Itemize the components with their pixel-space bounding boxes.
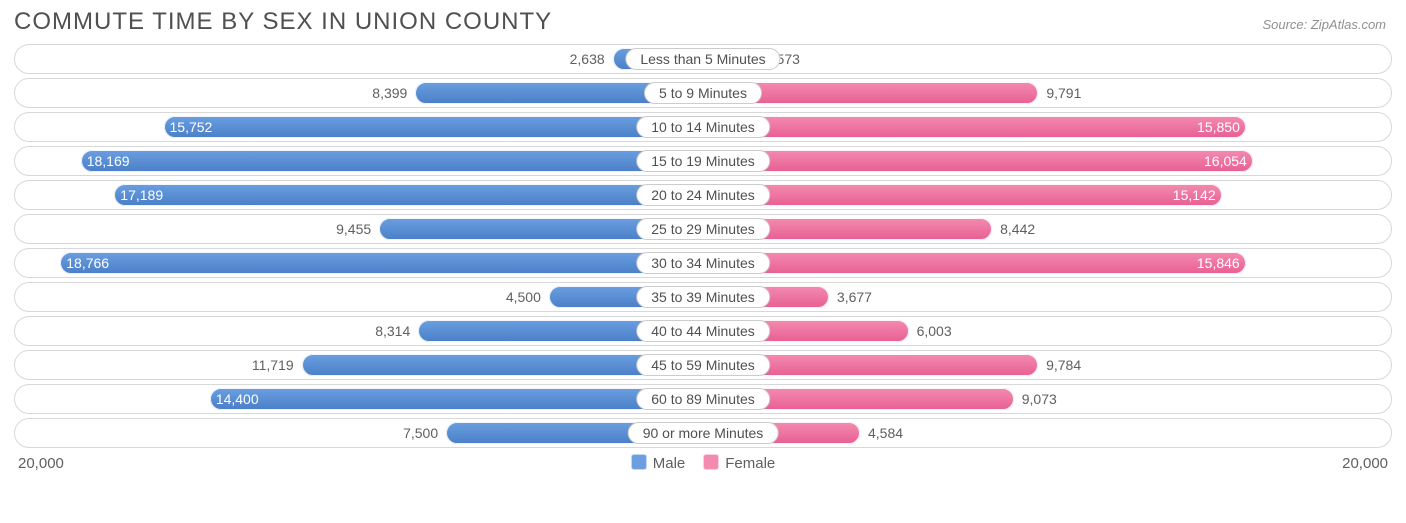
male-half: 9,455 [18, 218, 703, 240]
legend-male-label: Male [653, 455, 686, 472]
chart-source: Source: ZipAtlas.com [1262, 17, 1386, 32]
chart-row: 8,314 6,003 40 to 44 Minutes [14, 316, 1392, 346]
male-value: 14,400 [216, 391, 259, 407]
male-swatch [631, 454, 647, 470]
category-label: 5 to 9 Minutes [644, 82, 762, 104]
female-bar: 15,846 [703, 252, 1246, 274]
category-label: 20 to 24 Minutes [636, 184, 770, 206]
chart-row: 7,500 4,584 90 or more Minutes [14, 418, 1392, 448]
female-value: 15,850 [1197, 119, 1240, 135]
male-value: 11,719 [252, 357, 302, 373]
male-half: 18,169 [18, 150, 703, 172]
male-bar: 14,400 [210, 388, 703, 410]
male-value: 18,169 [87, 153, 130, 169]
male-value: 4,500 [506, 289, 549, 305]
chart-row: 18,766 15,846 30 to 34 Minutes [14, 248, 1392, 278]
legend-female-label: Female [725, 455, 775, 472]
male-bar: 18,169 [81, 150, 703, 172]
male-bar: 18,766 [60, 252, 703, 274]
female-swatch [703, 454, 719, 470]
legend-female: Female [703, 454, 775, 472]
male-bar: 15,752 [164, 116, 704, 138]
female-value: 9,784 [1038, 357, 1081, 373]
female-bar: 16,054 [703, 150, 1253, 172]
female-half: 15,846 [703, 252, 1388, 274]
female-half: 6,003 [703, 320, 1388, 342]
male-value: 7,500 [403, 425, 446, 441]
chart-row: 15,752 15,850 10 to 14 Minutes [14, 112, 1392, 142]
male-half: 11,719 [18, 354, 703, 376]
chart-row: 2,638 1,573Less than 5 Minutes [14, 44, 1392, 74]
female-half: 1,573 [703, 48, 1388, 70]
male-half: 7,500 [18, 422, 703, 444]
chart-row: 14,400 9,073 60 to 89 Minutes [14, 384, 1392, 414]
female-value: 4,584 [860, 425, 903, 441]
category-label: 90 or more Minutes [628, 422, 779, 444]
female-half: 3,677 [703, 286, 1388, 308]
category-label: 40 to 44 Minutes [636, 320, 770, 342]
male-value: 17,189 [120, 187, 163, 203]
male-value: 15,752 [170, 119, 213, 135]
male-half: 18,766 [18, 252, 703, 274]
chart-row: 17,189 15,142 20 to 24 Minutes [14, 180, 1392, 210]
female-half: 16,054 [703, 150, 1388, 172]
chart-row: 11,719 9,784 45 to 59 Minutes [14, 350, 1392, 380]
female-half: 9,791 [703, 82, 1388, 104]
chart-rows: 2,638 1,573Less than 5 Minutes 8,399 9,791 5… [14, 44, 1392, 448]
female-half: 4,584 [703, 422, 1388, 444]
female-value: 8,442 [992, 221, 1035, 237]
category-label: 45 to 59 Minutes [636, 354, 770, 376]
axis-max-right: 20,000 [775, 455, 1388, 472]
chart-row: 8,399 9,791 5 to 9 Minutes [14, 78, 1392, 108]
male-half: 15,752 [18, 116, 703, 138]
female-value: 6,003 [909, 323, 952, 339]
male-bar: 17,189 [114, 184, 703, 206]
female-bar: 15,850 [703, 116, 1246, 138]
female-value: 15,142 [1173, 187, 1216, 203]
chart-title: COMMUTE TIME BY SEX IN UNION COUNTY [14, 8, 552, 36]
female-value: 16,054 [1204, 153, 1247, 169]
female-bar: 15,142 [703, 184, 1222, 206]
female-half: 15,142 [703, 184, 1388, 206]
category-label: 15 to 19 Minutes [636, 150, 770, 172]
category-label: 60 to 89 Minutes [636, 388, 770, 410]
male-half: 2,638 [18, 48, 703, 70]
axis-max-left: 20,000 [18, 455, 631, 472]
male-value: 8,314 [375, 323, 418, 339]
chart-row: 4,500 3,677 35 to 39 Minutes [14, 282, 1392, 312]
female-value: 3,677 [829, 289, 872, 305]
male-value: 2,638 [570, 51, 613, 67]
male-value: 8,399 [372, 85, 415, 101]
chart-legend: Male Female [631, 454, 776, 472]
male-value: 9,455 [336, 221, 379, 237]
legend-male: Male [631, 454, 686, 472]
chart-row: 18,169 16,054 15 to 19 Minutes [14, 146, 1392, 176]
female-half: 9,784 [703, 354, 1388, 376]
female-half: 15,850 [703, 116, 1388, 138]
chart-header: COMMUTE TIME BY SEX IN UNION COUNTY Sour… [14, 8, 1392, 42]
female-value: 15,846 [1197, 255, 1240, 271]
category-label: Less than 5 Minutes [625, 48, 780, 70]
female-half: 8,442 [703, 218, 1388, 240]
chart-footer: 20,000 Male Female 20,000 [14, 454, 1392, 472]
category-label: 30 to 34 Minutes [636, 252, 770, 274]
chart-row: 9,455 8,442 25 to 29 Minutes [14, 214, 1392, 244]
category-label: 35 to 39 Minutes [636, 286, 770, 308]
commute-chart: COMMUTE TIME BY SEX IN UNION COUNTY Sour… [0, 0, 1406, 523]
male-half: 17,189 [18, 184, 703, 206]
male-half: 14,400 [18, 388, 703, 410]
female-value: 9,791 [1038, 85, 1081, 101]
category-label: 25 to 29 Minutes [636, 218, 770, 240]
male-half: 8,399 [18, 82, 703, 104]
male-half: 8,314 [18, 320, 703, 342]
category-label: 10 to 14 Minutes [636, 116, 770, 138]
female-half: 9,073 [703, 388, 1388, 410]
female-value: 9,073 [1014, 391, 1057, 407]
male-half: 4,500 [18, 286, 703, 308]
male-value: 18,766 [66, 255, 109, 271]
